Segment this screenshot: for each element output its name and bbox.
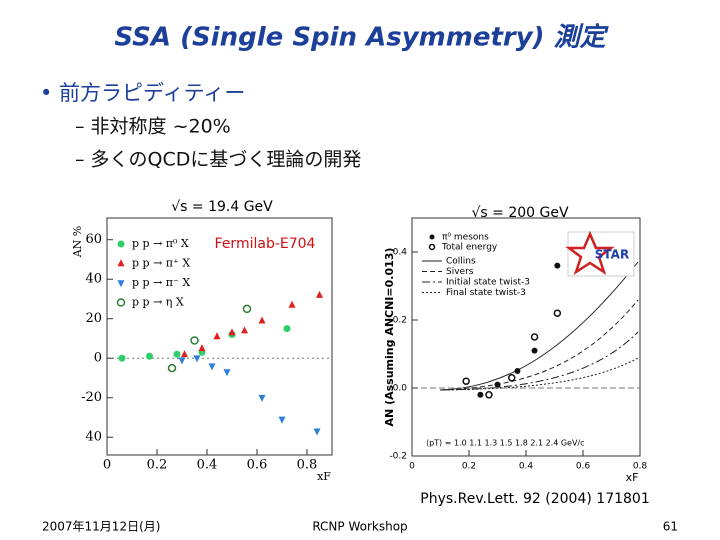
legend-marker <box>117 240 125 248</box>
data-point <box>208 363 216 371</box>
star-logo <box>565 230 635 277</box>
legend-label: Sivers <box>446 267 474 277</box>
logo-text: STAR <box>595 248 629 262</box>
sivers-curve <box>439 299 639 391</box>
data-point <box>508 374 516 382</box>
data-point <box>213 332 221 340</box>
logo-star <box>565 230 615 275</box>
legend-label: Initial state twist-3 <box>446 278 530 288</box>
x-tick-label: 0.2 <box>147 458 168 473</box>
x-tick-label: 0.2 <box>462 462 476 472</box>
reference: Phys.Rev.Lett. 92 (2004) 171801 <box>420 491 649 507</box>
data-point <box>288 300 296 308</box>
data-point <box>553 309 562 317</box>
x-tick-label: 0.4 <box>197 458 218 473</box>
data-point <box>283 325 291 333</box>
y-axis-label: AN (Assuming ANCNI=0.013) <box>383 248 396 427</box>
data-point <box>316 290 323 298</box>
legend-marker <box>116 298 126 307</box>
sub-bullet: – 多くのQCDに基づく理論の開発 <box>75 149 361 171</box>
data-point <box>167 363 177 373</box>
data-point <box>554 262 561 269</box>
legend-marker <box>117 280 125 288</box>
data-point <box>228 328 236 336</box>
legend-label: p p → π⁰ X <box>132 237 189 250</box>
legend-label: π⁰ mesons <box>442 233 489 243</box>
bullet: • 前方ラピディティー <box>40 81 245 105</box>
legend-label: p p → π⁺ X <box>132 257 190 270</box>
y-tick-label: 0.0 <box>393 384 408 394</box>
data-point <box>198 344 206 352</box>
data-point <box>313 428 321 436</box>
x-axis-label: xF <box>317 470 331 483</box>
data-point <box>462 377 470 385</box>
legend-label: Collins <box>446 257 476 267</box>
data-point <box>258 394 266 402</box>
page-number: 61 <box>663 520 678 534</box>
x-tick-label: 0 <box>103 458 111 473</box>
plot-frame <box>106 217 333 456</box>
sub-bullet: – 非対称度 ~20% <box>75 116 231 138</box>
x-tick-label: 0.6 <box>576 462 591 472</box>
y-tick-label: 0.4 <box>393 248 408 258</box>
legend-label: Total energy <box>441 243 498 253</box>
legend-marker <box>117 259 125 267</box>
legend-label: p p → η X <box>132 296 184 309</box>
footer-event: RCNP Workshop <box>312 520 407 534</box>
y-axis-label: AN % <box>71 226 84 259</box>
data-point <box>242 304 252 314</box>
x-tick-label: 0.8 <box>633 462 648 472</box>
data-point <box>514 368 521 374</box>
data-point <box>190 336 199 345</box>
data-point <box>477 391 484 398</box>
pt-row: ⟨pT⟩ = 1.0 1.1 1.3 1.5 1.8 2.1 2.4 GeV/c <box>426 439 585 448</box>
data-point <box>181 350 188 358</box>
x-tick-label: 0 <box>409 462 415 472</box>
data-point <box>193 355 201 363</box>
x-tick-label: 0.6 <box>247 458 268 473</box>
legend-marker <box>429 234 435 240</box>
data-point <box>258 316 266 324</box>
y-tick-label: 60 <box>85 232 102 247</box>
y-tick-label: 0.2 <box>393 316 407 326</box>
data-point <box>531 347 538 354</box>
data-point <box>173 350 181 358</box>
data-point <box>494 381 501 388</box>
plot-label: √s = 19.4 GeV <box>171 199 273 215</box>
x-axis-label: xF <box>626 471 639 484</box>
data-point <box>241 326 248 334</box>
data-point <box>178 357 186 365</box>
x-tick-label: 0.8 <box>297 458 318 473</box>
data-point <box>118 354 126 362</box>
data-point <box>223 369 231 377</box>
y-tick-label: 20 <box>85 311 102 326</box>
y-tick-label: -20 <box>81 390 102 405</box>
annotation: Fermilab-E704 <box>215 236 316 252</box>
legend-label: Final state twist-3 <box>446 288 526 298</box>
y-tick-label: 40 <box>85 272 102 287</box>
y-tick-label: 0 <box>94 351 102 366</box>
legend-label: p p → π⁻ X <box>132 276 190 289</box>
y-tick-label: 40 <box>85 430 102 445</box>
slide-title: SSA (Single Spin Asymmetry) 測定 <box>114 23 609 53</box>
data-point <box>530 333 539 341</box>
plot-label: √s = 200 GeV <box>471 205 568 221</box>
data-point <box>146 352 153 360</box>
legend-marker <box>428 243 436 251</box>
y-tick-label: -0.2 <box>389 452 407 462</box>
footer-date: 2007年11月12日(月) <box>42 520 160 534</box>
final-curve <box>439 357 639 391</box>
data-point <box>278 416 286 424</box>
data-point <box>485 391 493 399</box>
x-tick-label: 0.4 <box>519 462 534 472</box>
